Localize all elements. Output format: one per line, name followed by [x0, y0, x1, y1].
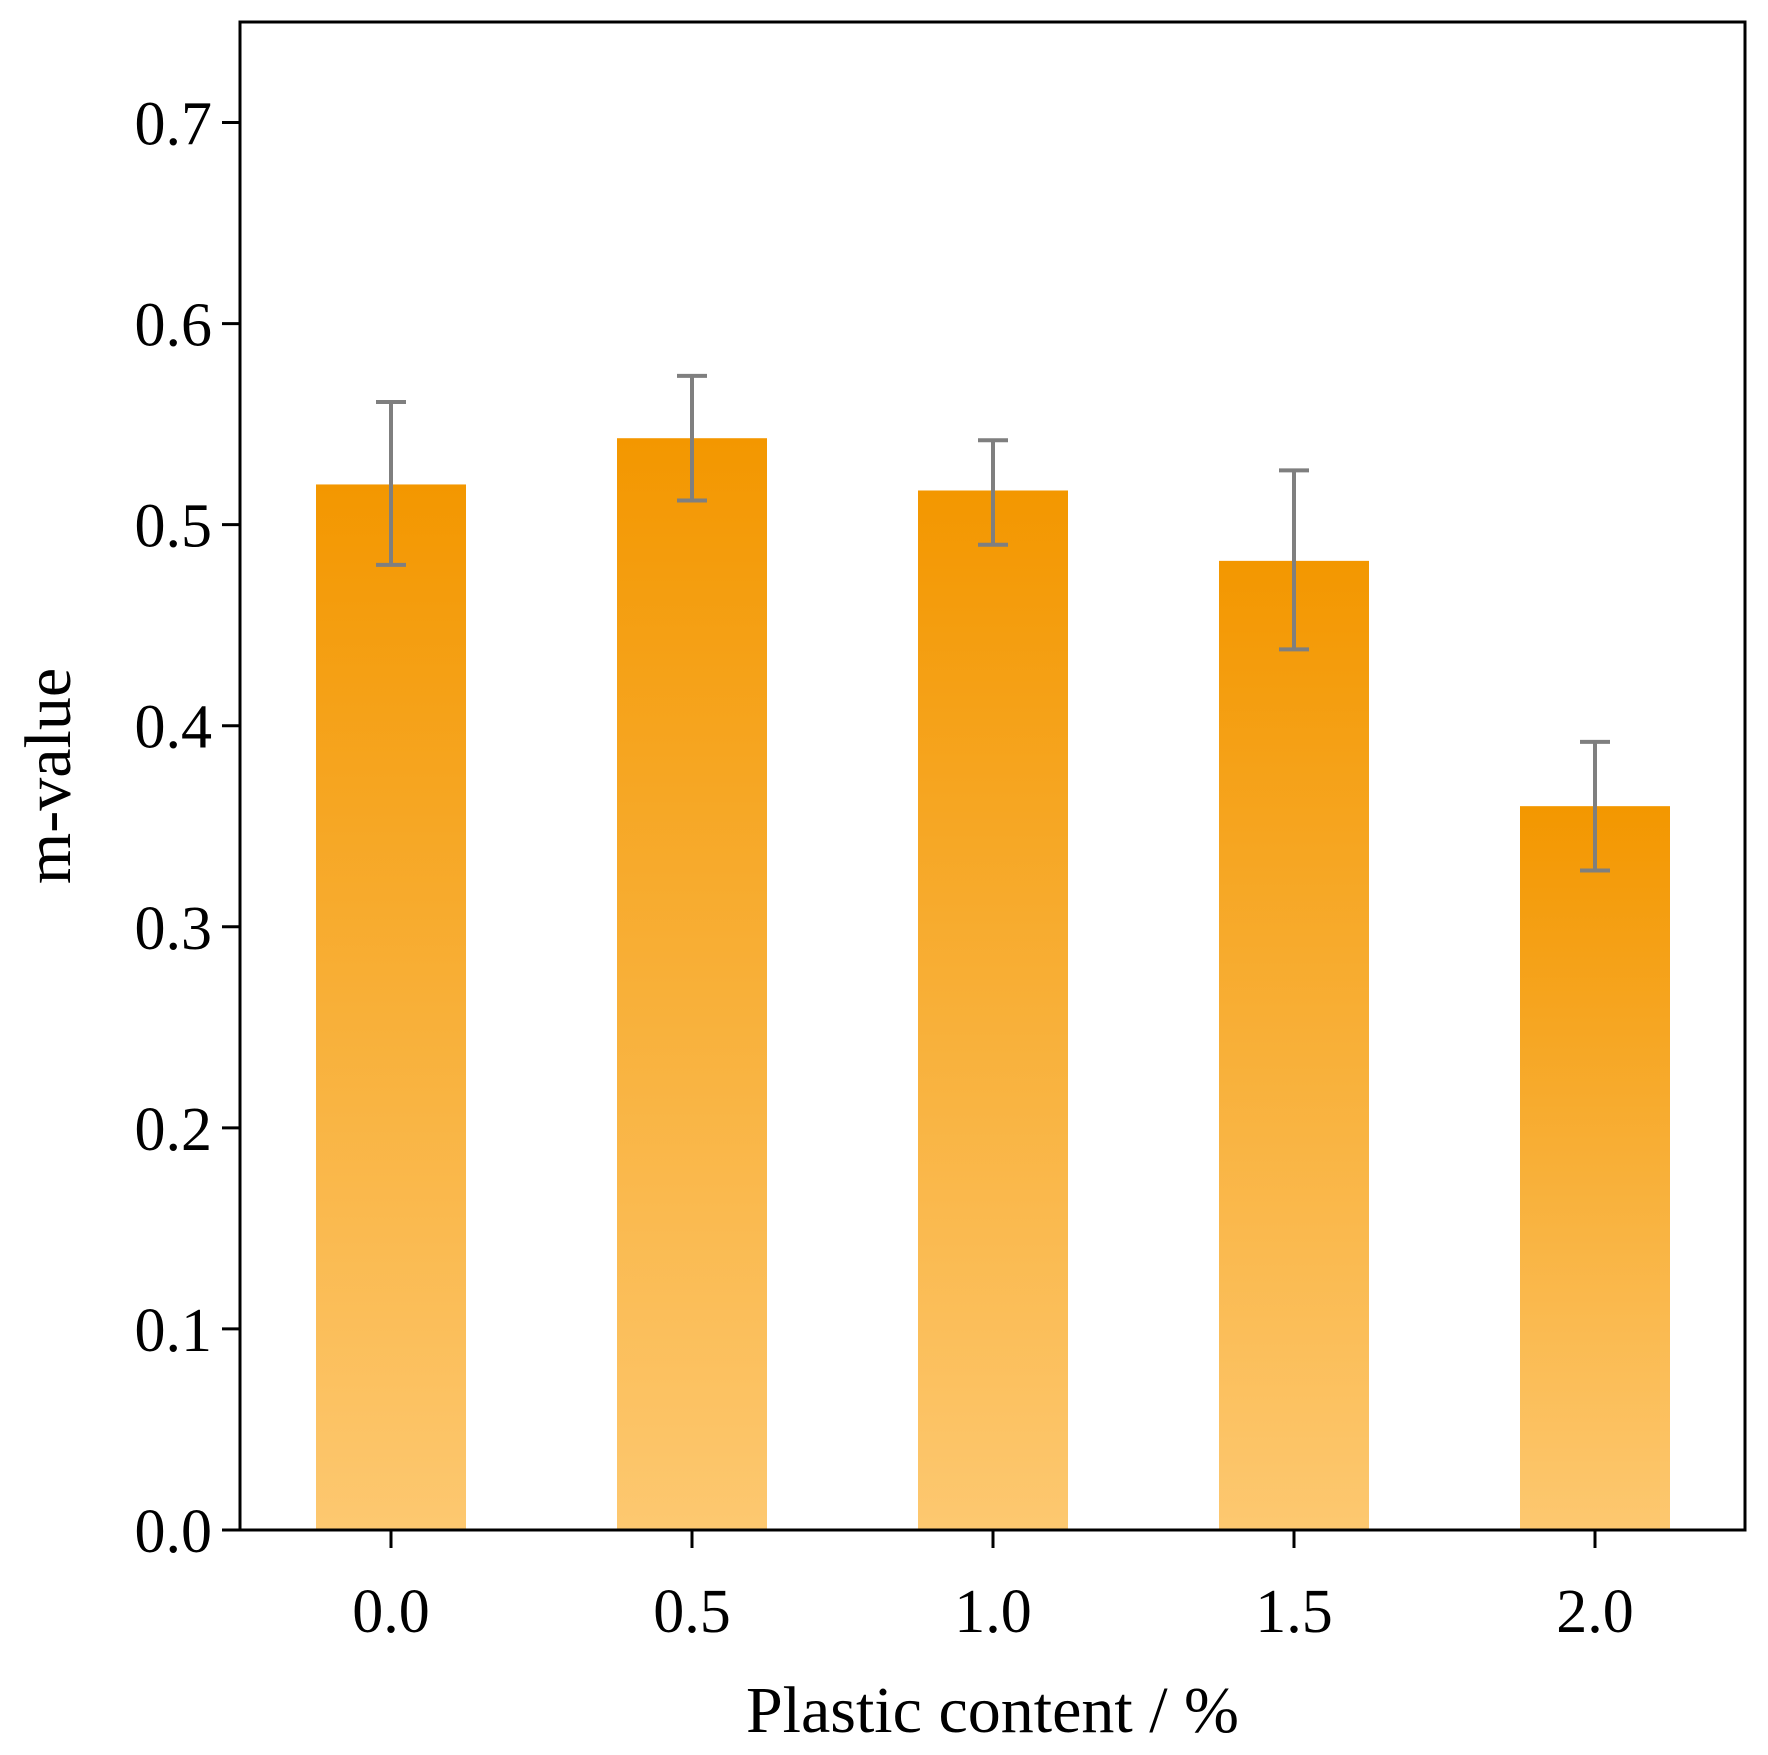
y-tick-label-0.4: 0.4: [135, 694, 213, 762]
bar-0.5: [617, 438, 767, 1530]
error-bars-layer: [376, 373, 1610, 873]
y-tick-label-0.7: 0.7: [135, 91, 213, 159]
bar-2.0: [1520, 806, 1670, 1530]
x-tick-label-1.5: 1.5: [1255, 1578, 1333, 1646]
bar-0.0: [316, 484, 466, 1530]
y-tick-label-0.1: 0.1: [135, 1297, 213, 1365]
bar-1.5: [1219, 560, 1369, 1530]
x-tick-label-0.5: 0.5: [653, 1578, 731, 1646]
x-axis: 0.0 0.5 1.0 1.5 2.0: [352, 1530, 1634, 1646]
y-axis-title: m-value: [12, 668, 85, 884]
bars-layer: [316, 438, 1670, 1530]
x-axis-title: Plastic content / %: [746, 1674, 1239, 1747]
x-tick-label-0.0: 0.0: [352, 1578, 430, 1646]
y-tick-label-0.2: 0.2: [135, 1096, 213, 1164]
y-tick-label-0.0: 0.0: [135, 1498, 213, 1566]
y-tick-label-0.5: 0.5: [135, 493, 213, 561]
x-tick-label-1.0: 1.0: [954, 1578, 1032, 1646]
x-tick-label-2.0: 2.0: [1556, 1578, 1634, 1646]
bar-1.0: [918, 490, 1068, 1530]
y-axis: 0.0 0.1 0.2 0.3 0.4 0.5 0.6 0.7: [135, 91, 240, 1566]
y-tick-label-0.6: 0.6: [135, 292, 213, 360]
y-tick-label-0.3: 0.3: [135, 895, 213, 963]
